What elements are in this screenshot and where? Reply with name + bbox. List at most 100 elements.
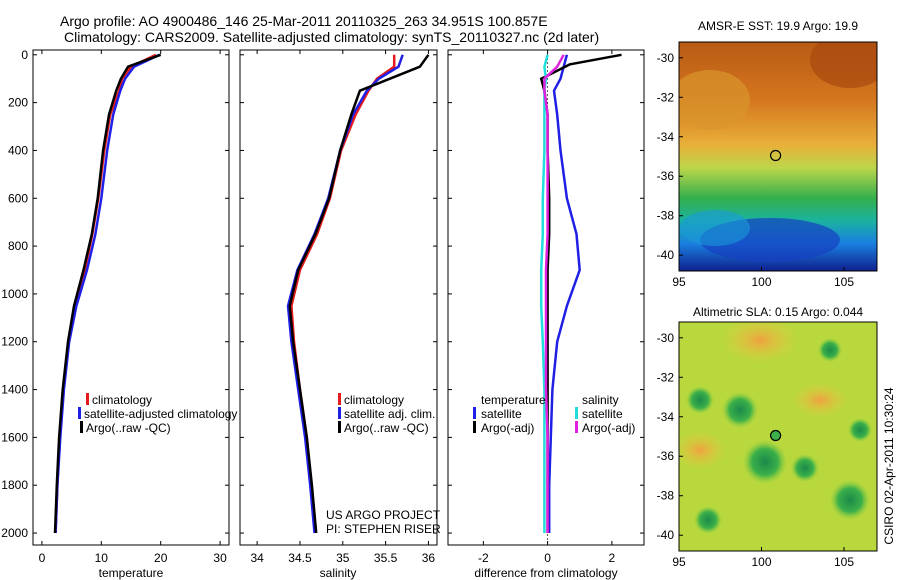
legend-label-climatology: climatology xyxy=(92,393,152,407)
series-line-salinity-argo-adj xyxy=(543,54,565,533)
depth-tick-label: 800 xyxy=(8,239,28,253)
x-tick-label: 30 xyxy=(213,551,227,565)
x-tick-label: 0 xyxy=(39,551,46,565)
depth-tick-label: 600 xyxy=(8,191,28,205)
temperature-axes xyxy=(32,49,230,546)
sst-cool-patch xyxy=(680,210,750,246)
salinity-axes xyxy=(239,49,438,546)
x-tick-label: 36 xyxy=(422,551,436,565)
series-line-temperature-satellite xyxy=(547,54,581,533)
salinity-plot xyxy=(286,54,430,534)
sla-eddy xyxy=(830,480,870,520)
argo-location-marker xyxy=(769,429,782,442)
legend-swatch-climatology xyxy=(338,393,341,405)
legend-label-sal-satellite: satellite xyxy=(582,407,623,421)
legend-label-satellite-adj: satellite adj. clim. xyxy=(344,407,435,421)
legend-swatch-satellite-adjusted xyxy=(78,407,81,419)
depth-tick-label: 200 xyxy=(8,96,28,110)
map-x-tick-label: 100 xyxy=(751,275,771,289)
map-y-tick-label: -38 xyxy=(657,489,675,503)
map-y-tick-label: -30 xyxy=(657,51,675,65)
map-x-tick-label: 95 xyxy=(672,275,686,289)
sst-warm-patch xyxy=(679,70,750,130)
map-y-tick-label: -34 xyxy=(657,130,675,144)
map-y-tick-label: -38 xyxy=(657,209,675,223)
legend-label-satellite-adjusted: satellite-adjusted climatology xyxy=(84,407,237,421)
map-y-tick-label: -30 xyxy=(657,331,675,345)
depth-tick-label: 1000 xyxy=(1,287,28,301)
sst-map-ticks: 95 100 105 -30 -32 -34 -36 -38 -40 xyxy=(657,51,855,289)
x-tick-label: 35.5 xyxy=(374,551,398,565)
argo-location-marker xyxy=(769,149,782,162)
sla-high-patch xyxy=(790,382,850,418)
depth-tick-label: 1800 xyxy=(1,478,28,492)
legend-swatch-sal-satellite xyxy=(575,407,578,419)
map-x-tick-label: 105 xyxy=(834,555,854,569)
map-y-tick-label: -40 xyxy=(657,248,675,262)
map-x-tick-label: 105 xyxy=(834,275,854,289)
map-y-tick-label: -32 xyxy=(657,370,675,384)
x-tick-label: 0 xyxy=(544,551,551,565)
series-line-argo-raw-qc xyxy=(53,53,162,534)
difference-axes xyxy=(447,49,645,546)
series-line-temperature-argo-adj xyxy=(539,53,622,533)
depth-tick-label: 1400 xyxy=(1,383,28,397)
x-tick-label: 34 xyxy=(250,551,264,565)
sla-map-title: Altimetric SLA: 0.15 Argo: 0.044 xyxy=(693,305,863,319)
depth-tick-label: 1200 xyxy=(1,335,28,349)
difference-xlabel: difference from climatology xyxy=(474,566,617,580)
x-tick-label: 34.5 xyxy=(288,551,312,565)
sst-map-frame xyxy=(678,41,878,272)
legend-label-temp-satellite: satellite xyxy=(481,407,522,421)
map-y-tick-label: -34 xyxy=(657,410,675,424)
temperature-xlabel: temperature xyxy=(99,566,164,580)
sla-eddy xyxy=(791,454,819,482)
sla-eddy xyxy=(694,506,722,534)
sst-warm-patch xyxy=(810,42,877,88)
map-x-tick-label: 100 xyxy=(751,555,771,569)
map-y-tick-label: -36 xyxy=(657,169,675,183)
depth-tick-label: 1600 xyxy=(1,430,28,444)
header-line2: Climatology: CARS2009. Satellite-adjuste… xyxy=(64,29,599,45)
sla-high-patch xyxy=(679,430,728,470)
map-x-tick-label: 95 xyxy=(672,555,686,569)
difference-plot xyxy=(539,50,622,545)
sla-map-frame xyxy=(678,321,878,552)
series-line-argo-raw-qc xyxy=(288,54,430,534)
sla-eddy xyxy=(722,392,758,428)
map-y-tick-label: -32 xyxy=(657,90,675,104)
depth-tick-label: 2000 xyxy=(1,526,28,540)
legend-swatch-argo xyxy=(80,421,83,433)
temperature-plot xyxy=(53,53,162,534)
legend-title-temperature: temperature xyxy=(481,393,546,407)
difference-legend: temperature salinity satellite Argo(-adj… xyxy=(473,393,635,435)
legend-swatch-argo xyxy=(338,421,341,433)
legend-label-argo: Argo(..raw -QC) xyxy=(344,421,429,435)
depth-tick-labels: 0 200 400 600 800 1000 1200 1400 1600 1800 2000 xyxy=(1,48,28,540)
temperature-legend: climatology satellite-adjusted climatolo… xyxy=(78,393,237,435)
legend-swatch-temp-argo xyxy=(473,421,476,433)
sla-eddy xyxy=(818,338,842,362)
x-tick-label: 35 xyxy=(336,551,350,565)
project-note-line2: PI: STEPHEN RISER xyxy=(326,522,441,536)
legend-swatch-sal-argo xyxy=(575,421,578,433)
sst-map-title: AMSR-E SST: 19.9 Argo: 19.9 xyxy=(698,19,858,33)
sla-eddy xyxy=(848,418,872,442)
project-note-line1: US ARGO PROJECT xyxy=(326,508,441,522)
legend-swatch-climatology xyxy=(86,393,89,405)
legend-swatch-satellite-adj xyxy=(338,407,341,419)
legend-label-sal-argo: Argo(-adj) xyxy=(582,421,635,435)
sla-eddy xyxy=(686,386,714,414)
map-y-tick-label: -36 xyxy=(657,449,675,463)
depth-tick-label: 400 xyxy=(8,143,28,157)
axis-ticks: 0 10 20 30 34 34.5 35 35.5 36 -2 0 2 xyxy=(33,50,644,565)
sst-map xyxy=(679,42,877,271)
sla-high-patch xyxy=(720,322,800,364)
salinity-xlabel: salinity xyxy=(320,566,357,580)
x-tick-label: 10 xyxy=(95,551,109,565)
series-line-satellite-adj-clim xyxy=(286,54,404,534)
legend-label-temp-argo: Argo(-adj) xyxy=(481,421,534,435)
legend-title-salinity: salinity xyxy=(582,393,619,407)
x-tick-label: 20 xyxy=(154,551,168,565)
